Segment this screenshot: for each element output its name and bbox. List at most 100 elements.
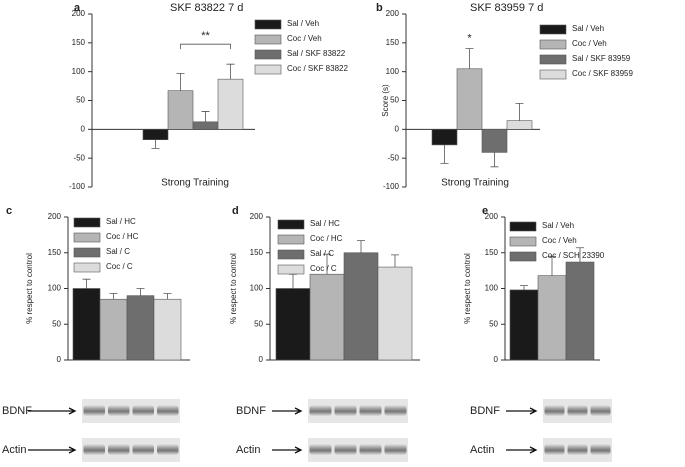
error-bar xyxy=(391,254,399,268)
blot-label: Actin xyxy=(236,444,260,456)
legend-label: Coc / Veh xyxy=(542,236,577,245)
x-axis-label: Strong Training xyxy=(441,178,509,189)
panel-letter: d xyxy=(232,205,239,217)
bar xyxy=(431,129,458,146)
legend-label: Sal / Veh xyxy=(287,19,319,28)
blot-band xyxy=(384,444,407,455)
blot-band xyxy=(567,405,588,416)
y-tick-label: 200 xyxy=(48,212,62,221)
legend-label: Sal / C xyxy=(310,249,334,258)
legend-swatch xyxy=(539,54,567,65)
blot-band xyxy=(132,405,154,416)
legend-swatch xyxy=(277,219,305,230)
error-bar xyxy=(226,63,235,80)
y-tick-label: -50 xyxy=(73,153,85,162)
blot-band xyxy=(83,444,105,455)
blot-label: BDNF xyxy=(236,405,266,417)
blot-band xyxy=(83,405,105,416)
panel-letter: a xyxy=(74,2,81,14)
y-tick-label: 0 xyxy=(57,355,62,364)
blot-label: BDNF xyxy=(2,405,32,417)
blot-band xyxy=(334,405,357,416)
legend-swatch xyxy=(254,64,282,75)
chart-title: SKF 83959 7 d xyxy=(470,2,543,14)
y-tick-label: -100 xyxy=(383,182,400,191)
chart-title: SKF 83822 7 d xyxy=(170,2,243,14)
y-tick-label: 0 xyxy=(494,355,499,364)
bar xyxy=(192,121,219,130)
y-tick-label: -50 xyxy=(387,153,399,162)
blot-band xyxy=(108,444,130,455)
error-bar xyxy=(289,273,297,289)
legend-label: Coc / C xyxy=(310,264,337,273)
blot-band xyxy=(590,405,611,416)
blot-band xyxy=(108,405,130,416)
legend-swatch xyxy=(254,34,282,45)
significance-mark: * xyxy=(467,33,472,45)
legend-label: Coc / SKF 83959 xyxy=(572,69,633,78)
blot-band xyxy=(157,405,179,416)
y-tick-label: 150 xyxy=(250,248,264,257)
y-axis-label: % respect to control xyxy=(25,253,34,324)
blot-band xyxy=(359,405,382,416)
y-tick-label: 50 xyxy=(254,319,263,328)
legend-swatch xyxy=(73,232,101,243)
bar xyxy=(343,252,379,361)
y-tick-label: 0 xyxy=(259,355,264,364)
legend-swatch xyxy=(73,262,101,273)
legend-swatch xyxy=(509,251,537,262)
bar xyxy=(509,289,539,361)
bar xyxy=(72,288,101,361)
blot-label: BDNF xyxy=(470,405,500,417)
legend-label: Sal / SKF 83959 xyxy=(572,54,631,63)
panel-letter: b xyxy=(376,2,383,14)
error-bar xyxy=(201,111,210,122)
y-axis-label: % respect to control xyxy=(229,253,238,324)
legend-label: Sal / Veh xyxy=(542,221,574,230)
bar xyxy=(126,295,155,361)
blot-band xyxy=(309,405,332,416)
error-bar xyxy=(490,152,499,168)
y-tick-label: 100 xyxy=(485,284,499,293)
blot-band xyxy=(384,405,407,416)
y-tick-label: 0 xyxy=(395,124,400,133)
legend-swatch xyxy=(277,264,305,275)
y-axis-label: Score (s) xyxy=(381,84,390,117)
bar xyxy=(153,298,182,361)
arrow xyxy=(272,446,303,454)
bar xyxy=(537,275,567,361)
y-tick-label: 200 xyxy=(386,9,400,18)
legend-label: Coc / Veh xyxy=(572,39,607,48)
legend-swatch xyxy=(254,19,282,30)
error-bar xyxy=(82,278,91,289)
bar xyxy=(217,78,244,130)
legend-swatch xyxy=(254,49,282,60)
legend-label: Sal / Veh xyxy=(572,24,604,33)
error-bar xyxy=(548,255,556,276)
legend-swatch xyxy=(73,217,101,228)
bar xyxy=(506,120,533,130)
error-bar xyxy=(151,139,160,149)
error-bar xyxy=(357,240,365,253)
legend-label: Coc / HC xyxy=(310,234,343,243)
error-bar xyxy=(440,144,449,164)
error-bar xyxy=(323,253,331,275)
error-bar xyxy=(520,285,528,290)
panel-letter: c xyxy=(6,205,12,217)
blot-band xyxy=(544,444,565,455)
y-tick-label: 100 xyxy=(48,284,62,293)
legend-label: Coc / SCH 23390 xyxy=(542,251,605,260)
y-tick-label: 0 xyxy=(81,124,86,133)
y-tick-label: 100 xyxy=(386,67,400,76)
arrow xyxy=(28,446,77,454)
arrow xyxy=(28,407,77,415)
legend-label: Coc / HC xyxy=(106,232,139,241)
y-tick-label: 150 xyxy=(48,248,62,257)
y-tick-label: 150 xyxy=(72,38,86,47)
legend-swatch xyxy=(539,39,567,50)
significance-bracket xyxy=(180,43,231,50)
y-axis-label: % respect to control xyxy=(463,253,472,324)
legend-swatch xyxy=(277,234,305,245)
legend-label: Coc / SKF 83822 xyxy=(287,64,348,73)
